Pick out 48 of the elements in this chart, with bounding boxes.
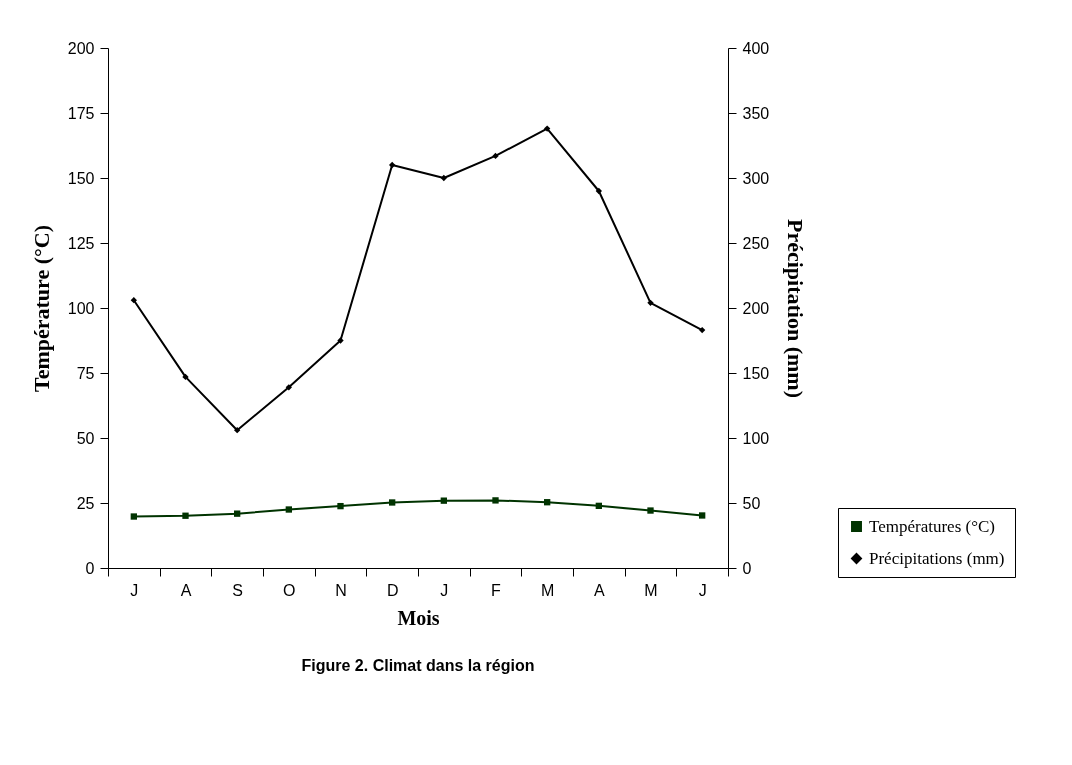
point <box>544 125 551 132</box>
y2-tick-label: 350 <box>742 104 770 122</box>
point <box>492 152 499 160</box>
y-axis-title: Température (°C) <box>28 224 54 393</box>
y2-tick-label: 0 <box>742 559 752 577</box>
x-tick-label: J <box>698 581 707 599</box>
point <box>389 161 396 169</box>
legend-label: Précipitations (mm) <box>869 548 1005 568</box>
x-tick-label: J <box>130 581 139 599</box>
x-tick-label: S <box>232 581 243 599</box>
x-tick-label: O <box>283 581 296 599</box>
legend-label: Températures (°C) <box>869 516 995 536</box>
point <box>285 384 292 391</box>
y2-axis-title: Précipitation (mm) <box>783 219 809 398</box>
point <box>595 187 602 195</box>
x-tick-label: N <box>335 581 347 599</box>
point <box>647 299 654 306</box>
point <box>699 326 706 334</box>
y-tick-label: 200 <box>67 39 95 57</box>
x-axis-title: Mois <box>397 606 440 629</box>
text: Figure 2. Climat dans la région <box>301 657 535 674</box>
x-tick-label: F <box>491 581 502 599</box>
y-tick-label: 75 <box>76 364 95 382</box>
point <box>234 427 241 434</box>
y2-tick-label: 200 <box>742 299 770 317</box>
x-tick-label: J <box>440 581 449 599</box>
y-tick-label: 175 <box>67 104 95 122</box>
x-tick-label: D <box>386 581 399 599</box>
y2-tick-label: 50 <box>742 494 761 512</box>
y-tick-label: 150 <box>67 169 95 187</box>
x-tick-label: A <box>180 581 192 599</box>
y-tick-label: 50 <box>76 429 95 447</box>
y-tick-label: 100 <box>67 299 95 317</box>
point <box>182 373 189 381</box>
y-tick-label: 0 <box>85 559 95 577</box>
point <box>440 174 447 182</box>
y2-tick-label: 400 <box>742 39 770 57</box>
y2-tick-label: 150 <box>742 364 770 382</box>
y2-tick-label: 250 <box>742 234 770 252</box>
point <box>130 297 137 304</box>
y-tick-label: 25 <box>76 494 95 512</box>
y2-tick-label: 100 <box>742 429 770 447</box>
y-tick-label: 125 <box>67 234 95 252</box>
y2-tick-label: 300 <box>742 169 770 187</box>
x-tick-label: M <box>541 581 555 599</box>
x-tick-label: M <box>644 581 658 599</box>
point <box>337 337 344 344</box>
x-tick-label: A <box>594 581 605 599</box>
